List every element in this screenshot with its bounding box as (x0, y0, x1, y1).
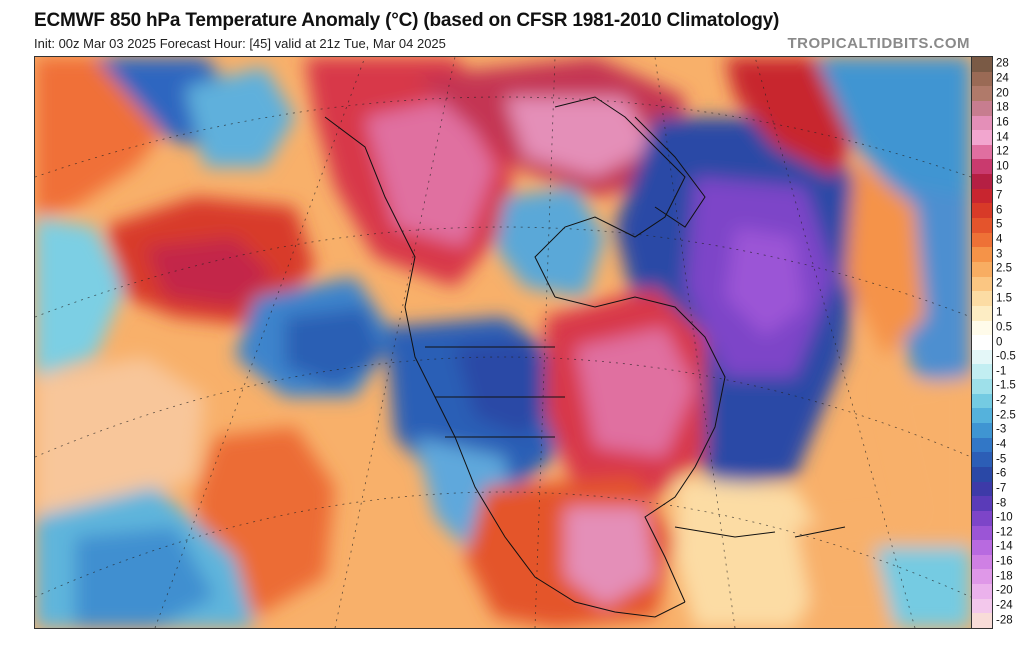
legend-swatch (972, 408, 992, 424)
legend-swatch (972, 86, 992, 102)
legend-swatch (972, 510, 992, 526)
legend-label: 28 (996, 57, 1009, 70)
legend-swatch (972, 423, 992, 439)
legend-swatch (972, 71, 992, 87)
legend-label: -0.5 (996, 350, 1016, 363)
site-watermark: TROPICALTIDBITS.COM (787, 35, 970, 52)
legend-label: 7 (996, 189, 1003, 202)
legend-swatch (972, 203, 992, 219)
legend-swatch (972, 291, 992, 307)
legend-label: -7 (996, 482, 1007, 495)
legend-label: -24 (996, 599, 1013, 612)
legend-label: 1.5 (996, 291, 1012, 304)
legend-swatch (972, 598, 992, 614)
legend-label: 8 (996, 174, 1003, 187)
legend-label: 18 (996, 101, 1009, 114)
legend-label: 0.5 (996, 321, 1012, 334)
legend-swatch (972, 159, 992, 175)
legend-label: -10 (996, 511, 1013, 524)
legend-label: -28 (996, 613, 1013, 626)
legend-label: -4 (996, 438, 1007, 451)
legend-swatch (972, 364, 992, 380)
legend-swatch (972, 349, 992, 365)
legend-swatch (972, 335, 992, 351)
legend-swatch (972, 540, 992, 556)
chart-title: ECMWF 850 hPa Temperature Anomaly (°C) (… (34, 10, 780, 31)
legend-swatch (972, 525, 992, 541)
legend-swatch (972, 554, 992, 570)
legend-swatch (972, 452, 992, 468)
color-scale-legend: 28 24 20 18 16 14 12 10 8 7 6 5 4 3 2.5 2 1.5 1 0.5 0 -0.5 -1… (971, 56, 1016, 629)
legend-swatch (972, 247, 992, 263)
legend-swatch (972, 569, 992, 585)
legend-swatch (972, 218, 992, 234)
legend-label: -5 (996, 452, 1007, 465)
anomaly-map (34, 56, 972, 629)
legend-label: 20 (996, 86, 1009, 99)
forecast-subtitle: Init: 00z Mar 03 2025 Forecast Hour: [45… (34, 36, 446, 51)
legend-label: -1 (996, 365, 1007, 378)
legend-label: 14 (996, 130, 1009, 143)
legend-label: 2 (996, 277, 1003, 290)
legend-label: 16 (996, 116, 1009, 129)
legend-swatch (972, 305, 992, 322)
legend-swatch (972, 232, 992, 248)
legend-label: -2 (996, 394, 1007, 407)
legend-swatch (972, 379, 992, 395)
legend-swatch (972, 144, 992, 160)
legend-label: 2.5 (996, 262, 1012, 275)
legend-swatch (972, 174, 992, 190)
legend-swatch (972, 115, 992, 131)
legend-swatch (972, 188, 992, 204)
legend-swatch (972, 130, 992, 146)
legend-swatch (972, 393, 992, 409)
legend-label: -12 (996, 526, 1013, 539)
legend-label: -20 (996, 584, 1013, 597)
legend-swatch (972, 481, 992, 497)
legend-label: -16 (996, 555, 1013, 568)
legend-label: -2.5 (996, 408, 1016, 421)
legend-label: -6 (996, 467, 1007, 480)
legend-swatch (972, 437, 992, 453)
legend-label: 4 (996, 233, 1003, 246)
legend-label: 5 (996, 218, 1003, 231)
legend-swatch (972, 584, 992, 600)
anomaly-field (35, 57, 971, 628)
legend-label: 12 (996, 145, 1009, 158)
legend-label: 3 (996, 247, 1003, 260)
legend-label: 10 (996, 160, 1009, 173)
legend-label: -18 (996, 570, 1013, 582)
legend-swatch (972, 276, 992, 292)
legend-label: -14 (996, 540, 1013, 553)
legend-swatch (972, 261, 992, 278)
legend-label: -1.5 (996, 379, 1016, 392)
legend-label: 6 (996, 203, 1003, 216)
legend-swatch (972, 613, 992, 629)
legend-label: 24 (996, 72, 1009, 85)
legend-label: -8 (996, 496, 1007, 509)
legend-label: 1 (996, 306, 1003, 319)
legend-swatch (972, 496, 992, 512)
legend-swatch (972, 320, 992, 336)
legend-label: -3 (996, 423, 1007, 436)
legend-swatch (972, 57, 992, 73)
legend-swatch (972, 100, 992, 117)
legend-label: 0 (996, 335, 1003, 348)
legend-swatch (972, 466, 992, 483)
